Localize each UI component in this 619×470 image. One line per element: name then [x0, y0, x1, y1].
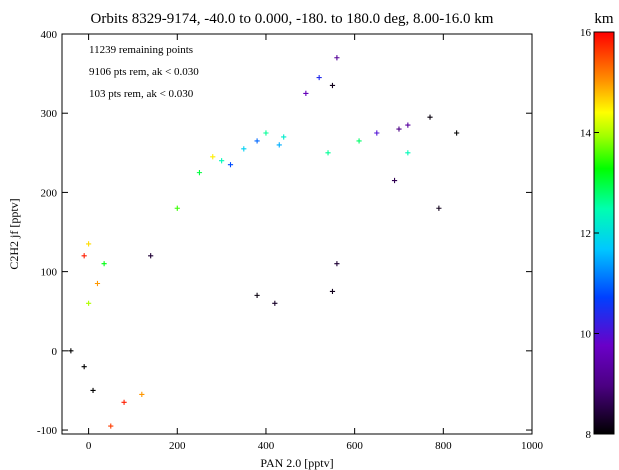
colorbar-tick-label: 8	[586, 429, 592, 441]
data-point	[454, 130, 460, 136]
data-point	[81, 253, 87, 259]
data-point	[427, 114, 433, 120]
colorbar-label: km	[594, 11, 614, 27]
x-tick-label: 800	[435, 440, 452, 452]
data-point	[254, 292, 260, 298]
y-tick-label: 100	[41, 267, 58, 279]
data-point	[356, 138, 362, 144]
x-tick-label: 0	[86, 440, 92, 452]
data-point	[405, 122, 411, 128]
data-point	[68, 348, 74, 354]
colorbar-ticks: 8 10 12 14 16	[580, 27, 599, 441]
annotation-ak-filter-1: 9106 pts rem, ak < 0.030	[89, 66, 199, 78]
colorbar-tick-label: 10	[580, 329, 592, 341]
data-point	[325, 150, 331, 156]
chart-title: Orbits 8329-9174, -40.0 to 0.000, -180. …	[91, 11, 494, 27]
y-axis-label: C2H2 jf [pptv]	[7, 198, 21, 269]
y-tick-label: 300	[41, 108, 58, 120]
y-axis-ticks: -100 0 100 200 300 400	[37, 29, 532, 437]
data-point	[148, 253, 154, 259]
data-point	[121, 399, 127, 405]
x-tick-label: 400	[258, 440, 275, 452]
x-axis-label: PAN 2.0 [pptv]	[260, 456, 333, 470]
y-tick-label: 400	[41, 29, 58, 41]
data-point	[303, 90, 309, 97]
data-point	[108, 423, 114, 429]
data-point	[90, 387, 96, 394]
data-point	[316, 74, 322, 81]
data-point	[334, 55, 340, 61]
data-point	[196, 170, 203, 176]
data-point	[86, 241, 92, 247]
x-tick-label: 1000	[521, 440, 544, 452]
y-tick-label: 200	[41, 187, 58, 199]
data-point	[272, 300, 278, 306]
x-tick-label: 200	[169, 440, 186, 452]
y-tick-label: 0	[52, 346, 58, 358]
data-point	[391, 177, 398, 184]
plot-frame	[61, 33, 533, 435]
data-point	[374, 130, 380, 136]
data-point	[405, 150, 411, 156]
data-point	[329, 82, 336, 89]
data-point	[219, 158, 225, 164]
annotation-ak-filter-2: 103 pts rem, ak < 0.030	[89, 88, 194, 100]
data-point	[86, 300, 92, 306]
data-point	[396, 126, 402, 132]
y-tick-label: -100	[37, 425, 58, 437]
data-point	[254, 138, 260, 144]
data-point	[81, 364, 87, 370]
data-point	[101, 261, 107, 267]
data-point	[276, 142, 282, 148]
data-point	[263, 130, 269, 136]
colorbar-tick-label: 16	[580, 27, 592, 39]
colorbar-tick-label: 14	[580, 128, 592, 140]
data-point	[227, 162, 234, 168]
data-point	[334, 261, 340, 267]
data-point	[241, 146, 247, 152]
colorbar-tick-label: 12	[580, 228, 591, 240]
x-axis-ticks: 0 200 400 600 800 1000	[86, 34, 544, 452]
x-tick-label: 600	[346, 440, 363, 452]
data-point	[436, 205, 442, 211]
data-point	[329, 288, 336, 295]
data-point	[94, 280, 101, 287]
data-point	[281, 134, 287, 140]
data-point	[139, 391, 145, 397]
data-point	[210, 154, 216, 160]
data-points	[68, 55, 460, 429]
data-point	[174, 205, 180, 211]
annotation-remaining-points: 11239 remaining points	[89, 44, 193, 56]
